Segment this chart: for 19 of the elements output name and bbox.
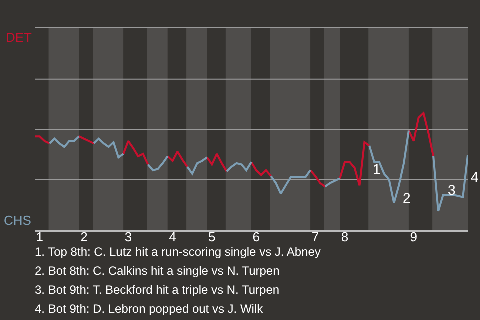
annotation: 1	[373, 161, 381, 177]
text: 4. Bot 9th: D. Lebron popped out vs J. Wilk	[35, 302, 264, 316]
x-tick-label: 1	[36, 230, 44, 245]
annotation: 2	[403, 190, 411, 206]
x-tick-label: 7	[312, 230, 320, 245]
text: 4	[471, 169, 479, 185]
x-tick-label: 6	[252, 230, 260, 245]
x-tick-label: 2	[80, 230, 88, 245]
text: 3. Bot 9th: T. Beckford hit a triple vs N. Turpen	[35, 283, 280, 297]
text: 1. Top 8th: C. Lutz hit a run-scoring single vs J. Abney	[35, 245, 321, 259]
x-tick-label: 3	[124, 230, 132, 245]
x-tick-label: 9	[410, 230, 418, 245]
x-tick-label: 5	[208, 230, 216, 245]
x-tick-label: 8	[341, 230, 349, 245]
x-tick-label: 4	[169, 230, 176, 245]
annotation: 3	[448, 182, 456, 198]
text: CHS	[4, 213, 32, 228]
text: DET	[6, 30, 32, 45]
text: 2. Bot 8th: C. Calkins hit a single vs N. Turpen	[35, 264, 280, 278]
